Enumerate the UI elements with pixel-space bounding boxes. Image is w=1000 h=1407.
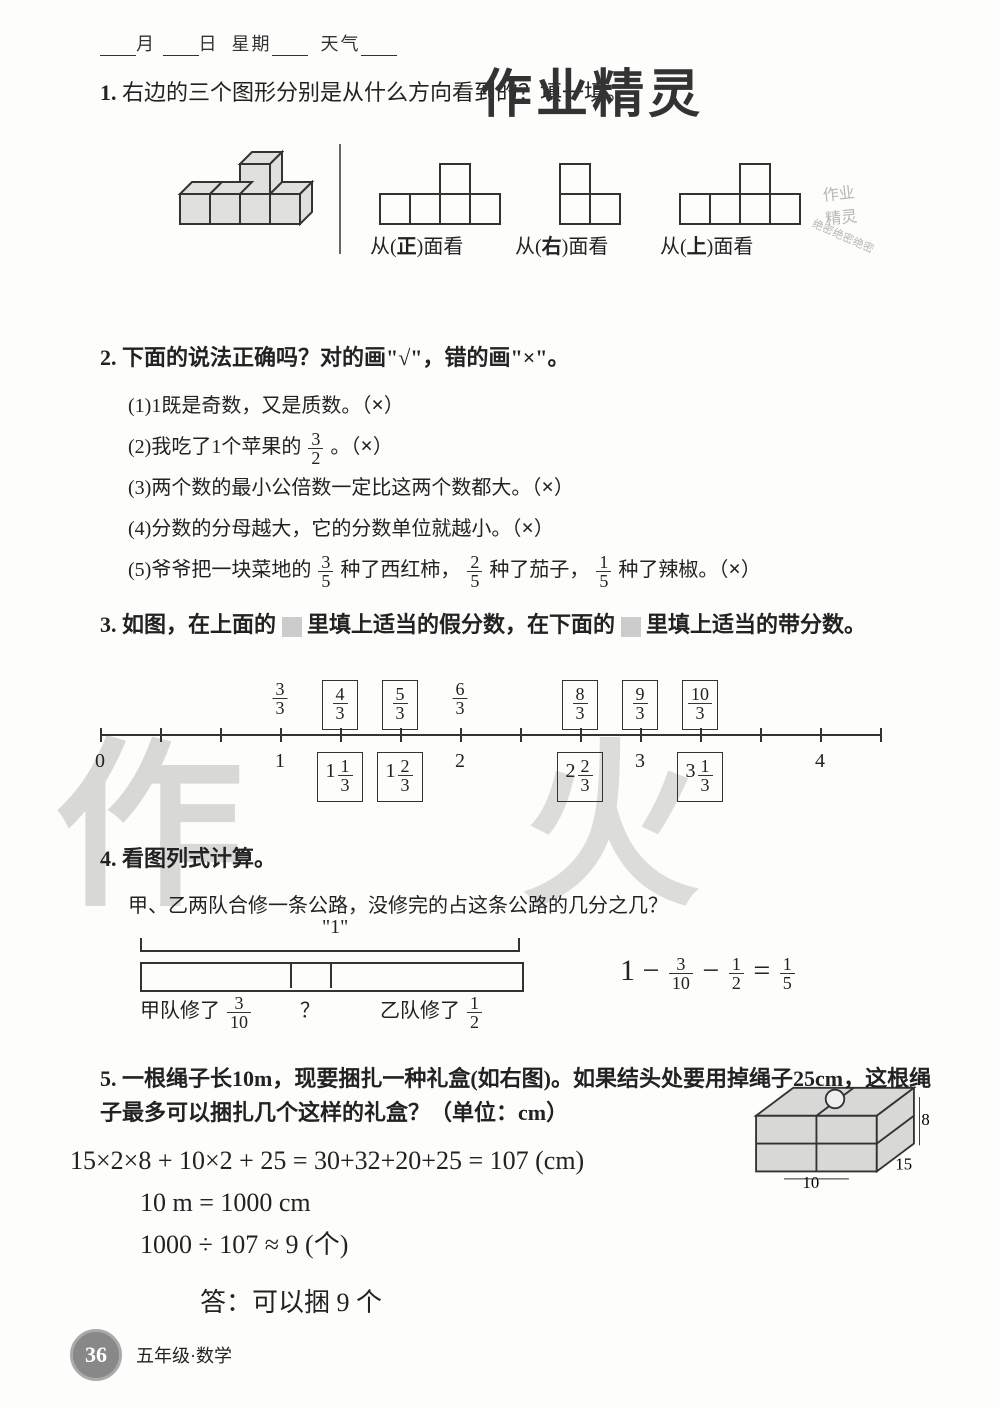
q5-text: 5. 一根绳子长10m，现要捆扎一种礼盒(如右图)。如果结头处要用掉绳子25cm… bbox=[100, 1062, 940, 1130]
page-number-badge: 36 bbox=[70, 1329, 122, 1381]
date-line: 月 日 星期 天气 bbox=[100, 30, 397, 56]
q5-line1: 15×2×8 + 10×2 + 25 = 30+32+20+25 = 107 (… bbox=[70, 1140, 940, 1182]
q4-text: 甲、乙两队合修一条公路，没修完的占这条公路的几分之几？ bbox=[128, 886, 940, 926]
page-title: 作业精灵 bbox=[480, 52, 704, 127]
q2-4: (4)分数的分母越大，它的分数单位就越小。（×） bbox=[128, 508, 940, 549]
q5-line2: 10 m = 1000 cm bbox=[140, 1182, 940, 1224]
q1-view2-label: 从(右)面看 bbox=[515, 230, 608, 259]
q4-label-b: 乙队修了 12 bbox=[380, 994, 484, 1031]
q5-working: 15×2×8 + 10×2 + 25 = 30+32+20+25 = 107 (… bbox=[70, 1140, 940, 1324]
q4-equation: 1 − 310 − 12 = 15 bbox=[620, 954, 797, 992]
q4-title: 4. 看图列式计算。 bbox=[100, 842, 940, 876]
q5-answer: 答：可以捆 9 个 bbox=[200, 1282, 940, 1324]
q2-3: (3)两个数的最小公倍数一定比这两个数都大。（×） bbox=[128, 467, 940, 508]
axis-line bbox=[100, 734, 880, 736]
q4-label-a: 甲队修了 310 bbox=[140, 994, 253, 1031]
q5-line3: 1000 ÷ 107 ≈ 9 (个) bbox=[140, 1224, 940, 1266]
q1-view1-label: 从(正)面看 bbox=[370, 230, 463, 259]
q3-number-line: 01234334353638393103113123223313 bbox=[100, 672, 940, 802]
q1-view3-label: 从(上)面看 bbox=[660, 230, 753, 259]
q4-label-q: ？ bbox=[300, 994, 320, 1023]
q2-5: (5)爷爷把一块菜地的 35 种了西红柿， 25 种了茄子， 15 种了辣椒。（… bbox=[128, 549, 940, 590]
footer-grade: 五年级·数学 bbox=[136, 1342, 232, 1368]
q3-text: 3. 如图，在上面的 里填上适当的假分数，在下面的 里填上适当的带分数。 bbox=[100, 608, 940, 642]
q2-2: (2)我吃了1个苹果的 32 。（×） bbox=[128, 426, 940, 467]
q4-one-label: "1" bbox=[322, 916, 348, 939]
footer: 36 五年级·数学 bbox=[70, 1329, 232, 1381]
q1-figures: 从(正)面看 从(右)面看 从(上)面看 bbox=[100, 120, 940, 291]
q2-text: 2. 下面的说法正确吗？对的画"√"，错的画"×"。 bbox=[100, 341, 940, 375]
q4-diagram: "1" 甲队修了 310 ？ 乙队修了 12 bbox=[100, 934, 940, 1044]
q2-1: (1)1既是奇数，又是质数。（×） bbox=[128, 385, 940, 426]
